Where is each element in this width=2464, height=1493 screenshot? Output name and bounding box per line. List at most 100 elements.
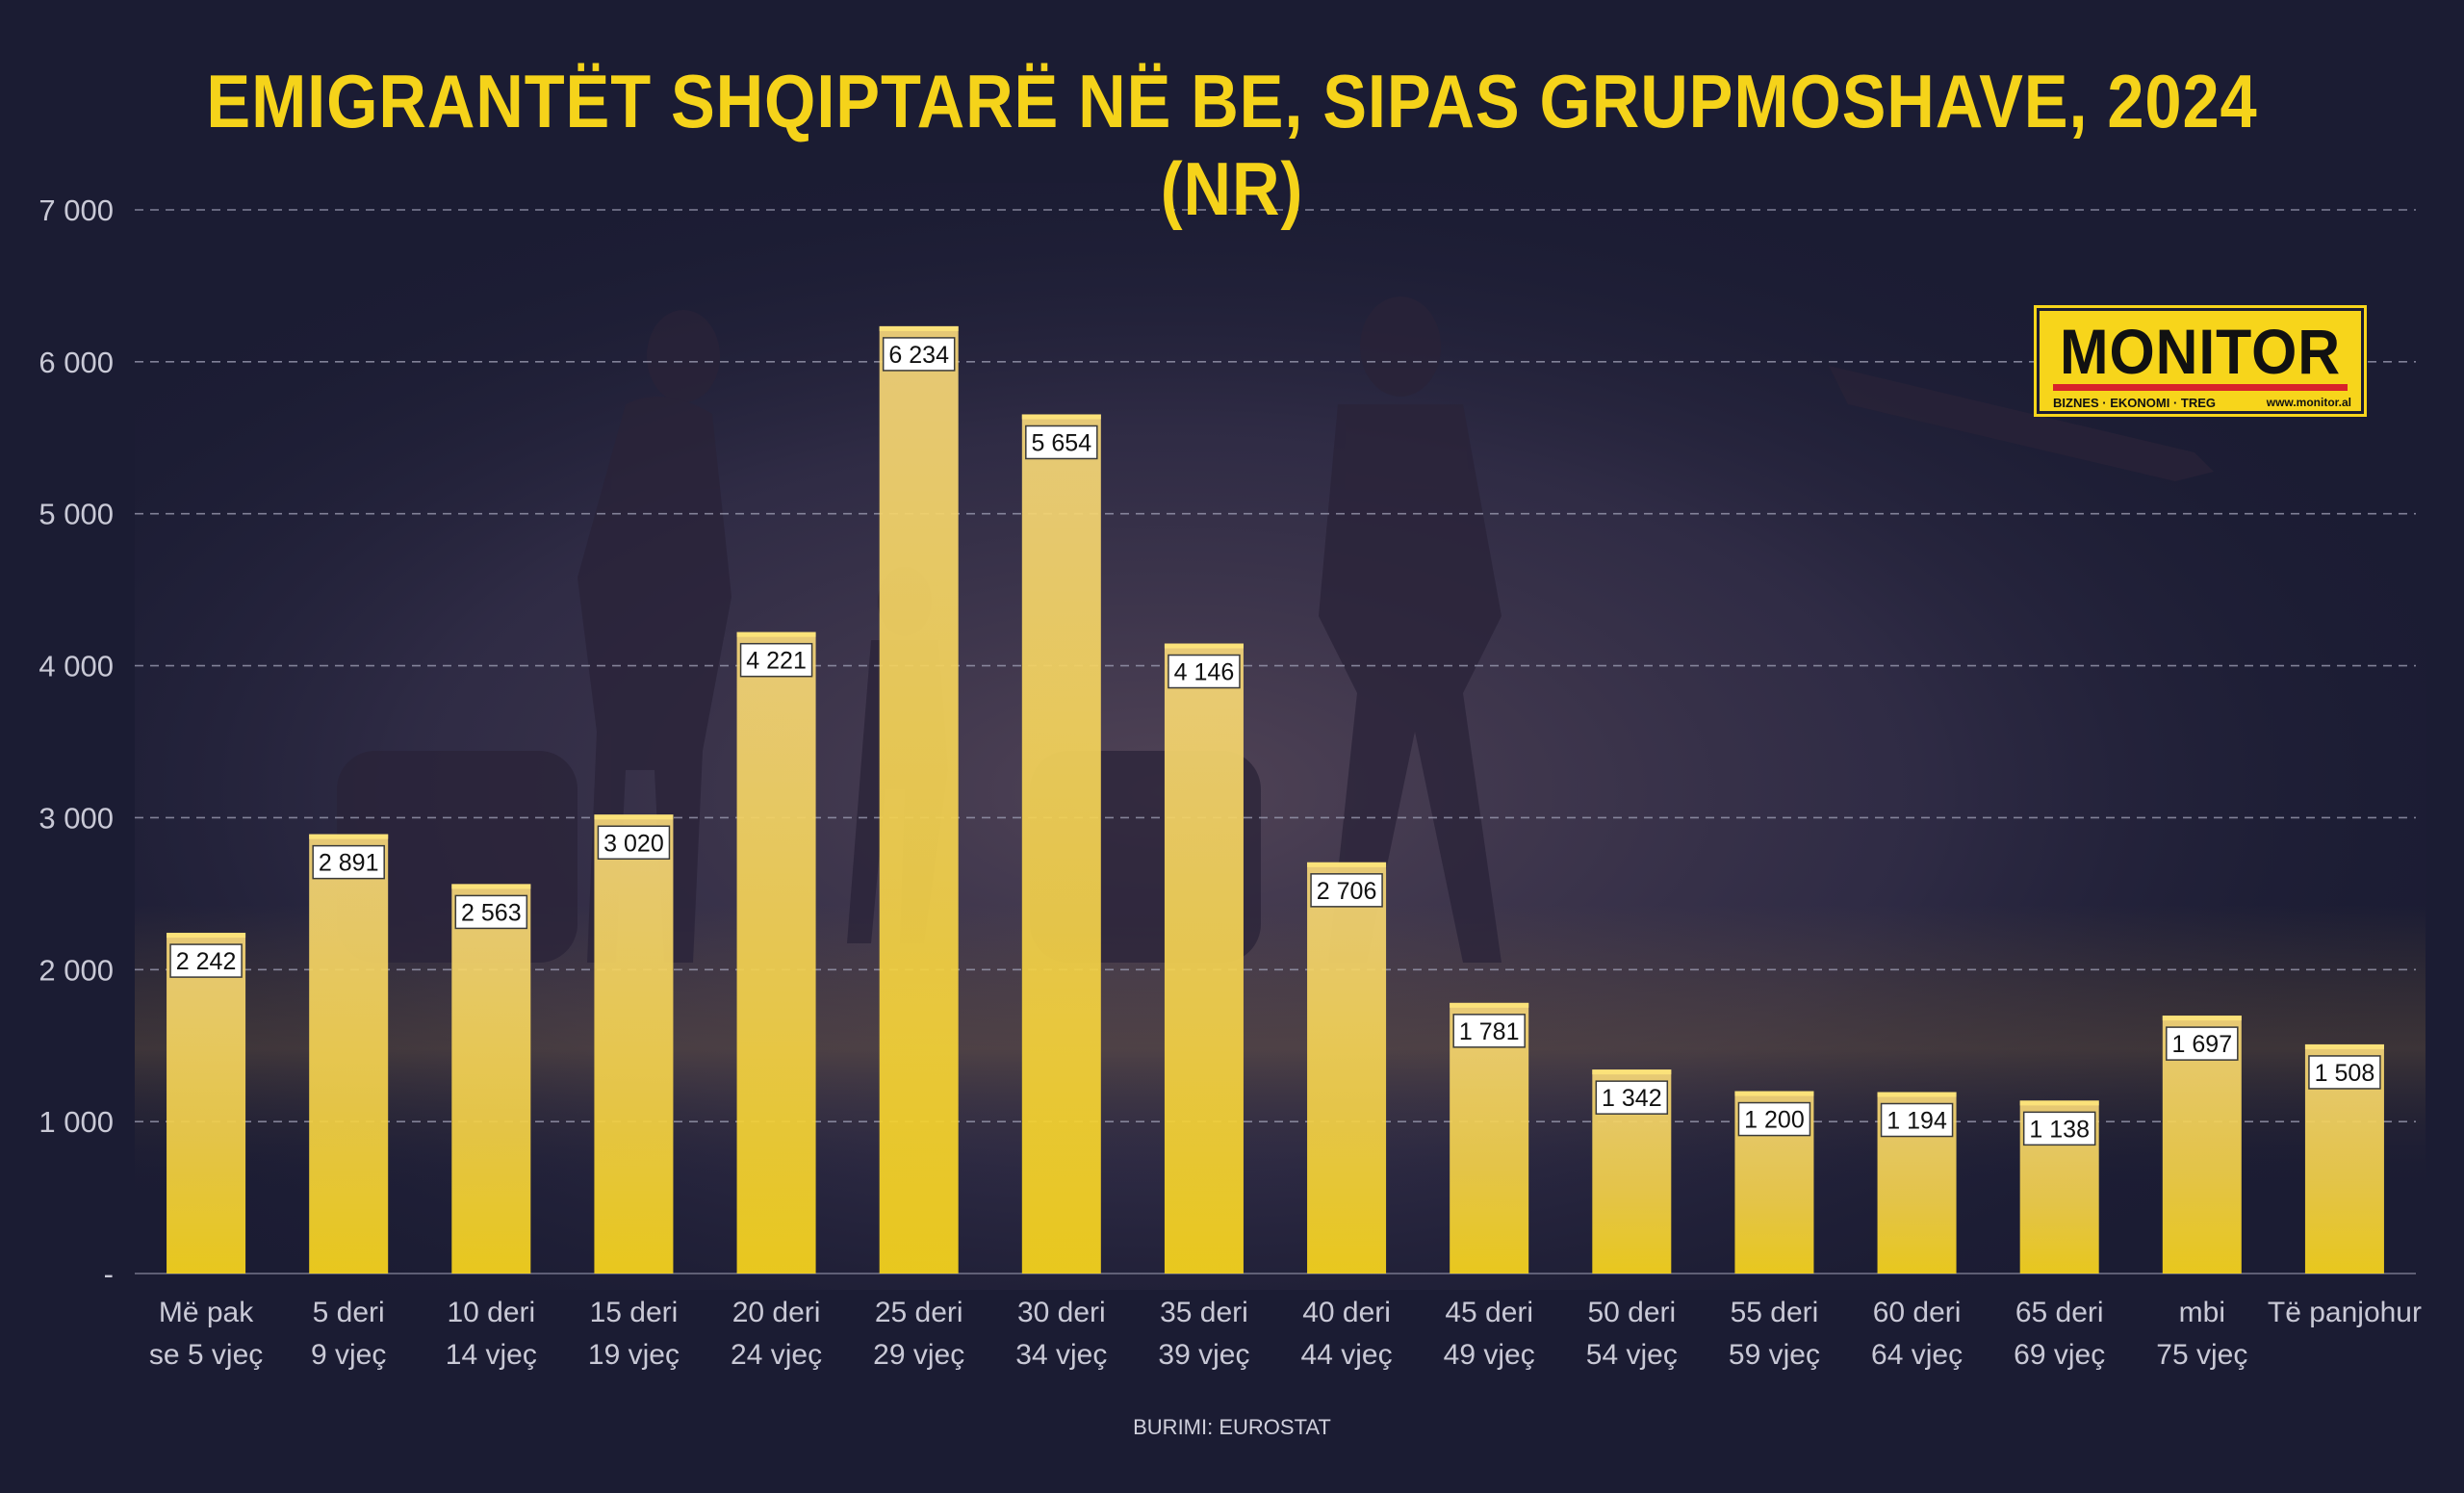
x-tick-label: 35 deri (1160, 1297, 1248, 1328)
bar (309, 834, 389, 1274)
bar (1307, 862, 1387, 1274)
x-tick-label: 9 vjeç (311, 1339, 386, 1371)
data-label: 1 200 (1744, 1107, 1805, 1134)
data-label: 5 654 (1032, 429, 1092, 456)
data-label-box (1025, 425, 1098, 460)
bar (1021, 414, 1101, 1274)
x-tick-label: 59 vjeç (1729, 1339, 1820, 1371)
data-label-box (312, 844, 385, 880)
monitor-logo: MONITOR BIZNES · EKONOMI · TREG www.moni… (2037, 308, 2364, 414)
bar-top-edge (309, 834, 389, 839)
x-tick-label: 44 vjeç (1301, 1339, 1393, 1371)
bar-top-edge (1164, 643, 1244, 649)
data-label: 6 234 (888, 342, 949, 369)
bar-top-edge (1021, 414, 1101, 420)
logo-tagline: BIZNES · EKONOMI · TREG (2053, 396, 2216, 410)
x-tick-label: 19 vjeç (588, 1339, 680, 1371)
x-tick-label: 10 deri (447, 1297, 535, 1328)
bar-top-edge (1734, 1091, 1814, 1096)
x-tick-label: 64 vjeç (1871, 1339, 1963, 1371)
data-label: 1 781 (1459, 1018, 1520, 1045)
x-tick-label: 25 deri (875, 1297, 963, 1328)
x-tick-label: 15 deri (590, 1297, 679, 1328)
data-label-box (597, 825, 671, 861)
bar-top-edge (2304, 1043, 2384, 1049)
bar-top-edge (594, 814, 674, 820)
y-tick-label: 1 000 (38, 1105, 114, 1139)
bar (451, 884, 531, 1274)
bar-top-edge (1592, 1069, 1672, 1075)
data-label-box (2308, 1055, 2381, 1090)
data-label-box (1880, 1102, 1954, 1138)
x-tick-label: 49 vjeç (1444, 1339, 1535, 1371)
bar-top-edge (2162, 1016, 2242, 1021)
x-tick-label: 50 deri (1587, 1297, 1676, 1328)
x-tick-label: 45 deri (1445, 1297, 1533, 1328)
bar (1164, 643, 1244, 1274)
x-tick-label: 20 deri (732, 1297, 821, 1328)
bar-top-edge (1877, 1092, 1957, 1097)
logo-website: www.monitor.al (2266, 396, 2351, 409)
y-tick-label: - (104, 1257, 114, 1291)
bar (1450, 1002, 1529, 1274)
data-label-box (1168, 654, 1241, 689)
x-tick-label: 69 vjeç (2014, 1339, 2105, 1371)
data-label: 2 706 (1317, 878, 1377, 905)
bar (594, 814, 674, 1274)
bar-top-edge (167, 933, 246, 939)
x-tick-label: mbi (2179, 1297, 2225, 1328)
data-label: 4 221 (746, 648, 807, 675)
x-tick-label: 55 deri (1731, 1297, 1819, 1328)
x-tick-label: se 5 vjeç (149, 1339, 263, 1371)
x-tick-label: 34 vjeç (1015, 1339, 1107, 1371)
data-label: 1 508 (2315, 1060, 2375, 1087)
data-label-box (2022, 1111, 2096, 1146)
y-tick-label: 6 000 (38, 346, 114, 379)
logo-wordmark: MONITOR (2059, 316, 2342, 387)
bar-top-edge (451, 884, 531, 889)
data-label: 2 563 (461, 899, 522, 926)
chart-title: EMIGRANTËT SHQIPTARË NË BE, SIPAS GRUPMO… (206, 59, 2258, 231)
bar-top-edge (736, 631, 816, 637)
data-label: 3 020 (603, 830, 664, 857)
bar-top-edge (1307, 862, 1387, 867)
bar-top-edge (1450, 1002, 1529, 1008)
logo-red-bar (2053, 384, 2348, 391)
bar (736, 631, 816, 1274)
y-tick-label: 2 000 (38, 953, 114, 987)
x-tick-label: Të panjohur (2268, 1297, 2422, 1328)
x-tick-label: 75 vjeç (2156, 1339, 2247, 1371)
x-tick-label: 39 vjeç (1158, 1339, 1249, 1371)
x-tick-label: 40 deri (1302, 1297, 1391, 1328)
data-label: 2 242 (176, 948, 237, 975)
data-label-box (454, 894, 528, 930)
bar-top-edge (2019, 1100, 2099, 1106)
bar-top-edge (879, 325, 959, 331)
y-tick-label: 7 000 (38, 193, 114, 227)
x-tick-label: 14 vjeç (446, 1339, 537, 1371)
data-label-box (169, 943, 243, 978)
source-note: BURIMI: EUROSTAT (1133, 1415, 1331, 1439)
y-tick-label: 4 000 (38, 650, 114, 683)
x-tick-label: 5 deri (313, 1297, 385, 1328)
x-tick-label: 24 vjeç (731, 1339, 822, 1371)
y-tick-label: 5 000 (38, 498, 114, 531)
bar (879, 325, 959, 1274)
x-tick-label: 65 deri (2015, 1297, 2104, 1328)
data-label: 1 342 (1602, 1085, 1662, 1112)
data-label-box (1737, 1101, 1811, 1137)
x-tick-label: 60 deri (1873, 1297, 1962, 1328)
data-label: 2 891 (319, 850, 379, 877)
data-label-box (739, 642, 813, 678)
x-tick-label: 30 deri (1017, 1297, 1106, 1328)
data-label: 1 697 (2172, 1031, 2233, 1058)
data-label-box (882, 337, 956, 372)
x-tick-label: Më pak (159, 1297, 254, 1328)
data-label-box (1452, 1014, 1526, 1048)
x-tick-label: 54 vjeç (1586, 1339, 1678, 1371)
y-tick-label: 3 000 (38, 801, 114, 835)
data-label-box (1595, 1080, 1669, 1115)
data-label: 1 194 (1886, 1108, 1947, 1135)
data-label: 4 146 (1174, 659, 1235, 686)
